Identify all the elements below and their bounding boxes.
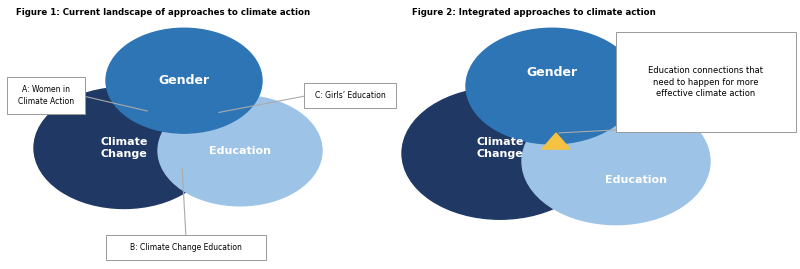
Text: Gender: Gender	[526, 66, 578, 79]
FancyBboxPatch shape	[7, 77, 85, 114]
Text: A: Women in
Climate Action: A: Women in Climate Action	[18, 86, 74, 105]
Text: B: Climate Change Education: B: Climate Change Education	[130, 243, 242, 252]
Polygon shape	[542, 133, 570, 149]
Circle shape	[158, 95, 322, 206]
Text: Climate
Change: Climate Change	[476, 137, 524, 159]
Circle shape	[402, 87, 598, 219]
Text: Education: Education	[209, 146, 271, 156]
Text: Figure 1: Current landscape of approaches to climate action: Figure 1: Current landscape of approache…	[16, 8, 310, 17]
Circle shape	[106, 28, 262, 133]
FancyBboxPatch shape	[616, 32, 796, 132]
Circle shape	[34, 87, 214, 208]
FancyBboxPatch shape	[106, 235, 266, 260]
Text: Education connections that
need to happen for more
effective climate action: Education connections that need to happe…	[649, 66, 763, 98]
Text: Figure 2: Integrated approaches to climate action: Figure 2: Integrated approaches to clima…	[412, 8, 656, 17]
Text: Education: Education	[605, 175, 667, 185]
Circle shape	[522, 98, 710, 225]
FancyBboxPatch shape	[304, 83, 396, 108]
Text: C: Girls’ Education: C: Girls’ Education	[314, 91, 386, 100]
Text: Gender: Gender	[158, 74, 210, 87]
Text: Climate
Change: Climate Change	[100, 137, 148, 159]
Circle shape	[466, 28, 638, 144]
